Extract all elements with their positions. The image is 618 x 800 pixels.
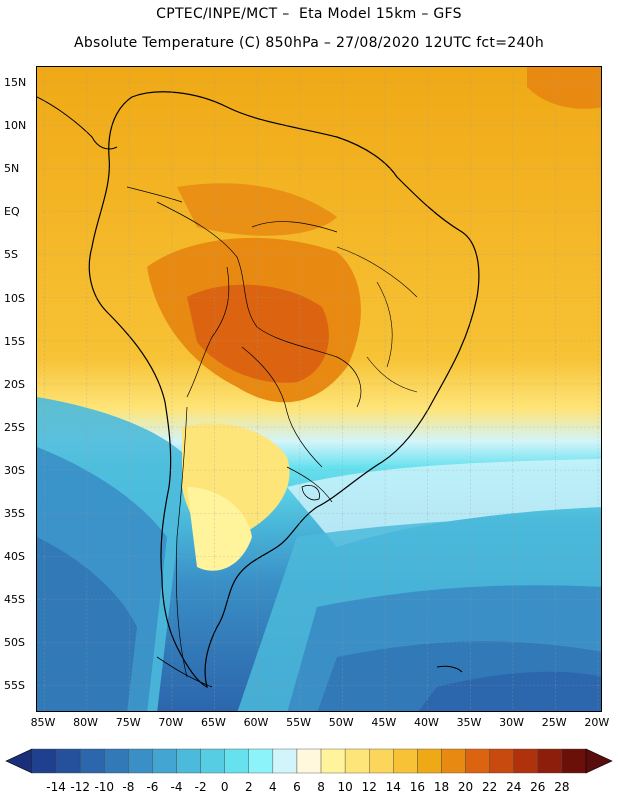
colorbar-segment xyxy=(537,748,563,774)
colorbar-segment xyxy=(31,748,57,774)
colorbar-segment xyxy=(489,748,514,774)
colorbar-segment xyxy=(248,748,274,774)
colorbar-tick-label: -14 xyxy=(46,780,66,794)
lon-tick-label: 25W xyxy=(541,716,567,729)
lat-tick-label: 40S xyxy=(4,550,25,564)
lon-tick-label: 45W xyxy=(371,716,397,729)
colorbar-segment xyxy=(465,748,490,774)
colorbar-segment xyxy=(417,748,442,774)
lat-tick-label: 45S xyxy=(4,593,25,607)
lon-tick-label: 35W xyxy=(456,716,482,729)
colorbar-tick-label: -6 xyxy=(146,780,159,794)
colorbar-tick-label: 18 xyxy=(433,780,450,794)
lon-tick-label: 65W xyxy=(200,716,226,729)
colorbar-segment xyxy=(393,748,418,774)
colorbar-tick-label: -4 xyxy=(170,780,183,794)
lon-tick-label: 50W xyxy=(328,716,354,729)
lat-tick-label: 15S xyxy=(4,334,25,348)
lon-tick-label: 60W xyxy=(243,716,269,729)
colorbar-tick-label: 4 xyxy=(269,780,277,794)
colorbar-tick-label: 16 xyxy=(409,780,426,794)
colorbar-tick-label: 24 xyxy=(506,780,522,794)
temperature-map xyxy=(36,66,602,712)
lat-tick-label: 30S xyxy=(4,463,25,477)
lon-tick-label: 75W xyxy=(115,716,141,729)
map-title: CPTEC/INPE/MCT – Eta Model 15km – GFS xyxy=(156,6,462,22)
colorbar-tick-label: 8 xyxy=(317,780,325,794)
lat-tick-label: 5N xyxy=(4,162,20,176)
lon-tick-label: 30W xyxy=(499,716,525,729)
colorbar-tick-label: 0 xyxy=(220,780,229,794)
colorbar-segment xyxy=(79,748,105,774)
colorbar-tick-label: 22 xyxy=(482,780,498,794)
lon-tick-label: 20W xyxy=(584,716,610,729)
lat-tick-label: 15N xyxy=(4,76,27,89)
lon-tick-label: 70W xyxy=(158,716,184,729)
colorbar-tick-label: 26 xyxy=(530,780,546,794)
lat-tick-label: 55S xyxy=(4,679,25,693)
colorbar-tick-label: -12 xyxy=(70,780,90,794)
colorbar-over-arrow xyxy=(585,748,613,774)
colorbar-segment xyxy=(344,748,370,774)
map-subtitle: Absolute Temperature (C) 850hPa – 27/08/… xyxy=(73,35,545,51)
colorbar-segment xyxy=(272,748,298,774)
colorbar-segment xyxy=(176,748,201,774)
colorbar-tick-label: -8 xyxy=(122,780,135,794)
lat-tick-label: EQ xyxy=(4,205,20,219)
colorbar-segment xyxy=(128,748,153,774)
colorbar-tick-label: 12 xyxy=(361,780,377,794)
colorbar-segment xyxy=(296,748,322,774)
lat-lon-grid xyxy=(37,67,601,711)
lat-tick-label: 35S xyxy=(4,507,25,520)
lat-tick-label: 50S xyxy=(4,636,25,650)
lon-tick-label: 85W xyxy=(30,716,56,729)
map-canvas xyxy=(37,67,601,711)
colorbar-segment xyxy=(104,748,129,774)
colorbar-segment xyxy=(55,748,81,774)
colorbar-tick-label: -10 xyxy=(94,780,115,794)
lat-tick-label: 10N xyxy=(4,119,27,133)
colorbar-segment xyxy=(224,748,249,774)
colorbar-segment xyxy=(320,748,346,774)
colorbar-tick-label: -2 xyxy=(194,780,207,794)
colorbar-under-arrow xyxy=(5,748,33,774)
colorbar-tick-label: 14 xyxy=(385,780,401,794)
colorbar-tick-label: 2 xyxy=(244,780,253,794)
colorbar-segment xyxy=(513,748,539,774)
lat-tick-label: 25S xyxy=(4,420,25,434)
lat-tick-label: 10S xyxy=(4,291,25,305)
colorbar-tick-label: 10 xyxy=(337,780,353,794)
colorbar-segment xyxy=(200,748,225,774)
colorbar-segment xyxy=(152,748,177,774)
colorbar-segment xyxy=(369,748,394,774)
lon-tick-label: 80W xyxy=(73,716,99,729)
colorbar-tick-label: 20 xyxy=(457,780,474,794)
lon-tick-label: 40W xyxy=(413,716,439,729)
colorbar-tick-label: 6 xyxy=(293,780,301,794)
colorbar-segment xyxy=(561,748,587,774)
colorbar-segment xyxy=(441,748,466,774)
lat-tick-label: 20S xyxy=(4,377,25,391)
lat-tick-label: 5S xyxy=(4,248,18,262)
colorbar-tick-label: 28 xyxy=(554,780,570,794)
lon-tick-label: 55W xyxy=(286,716,312,729)
temperature-colorbar xyxy=(5,748,613,774)
